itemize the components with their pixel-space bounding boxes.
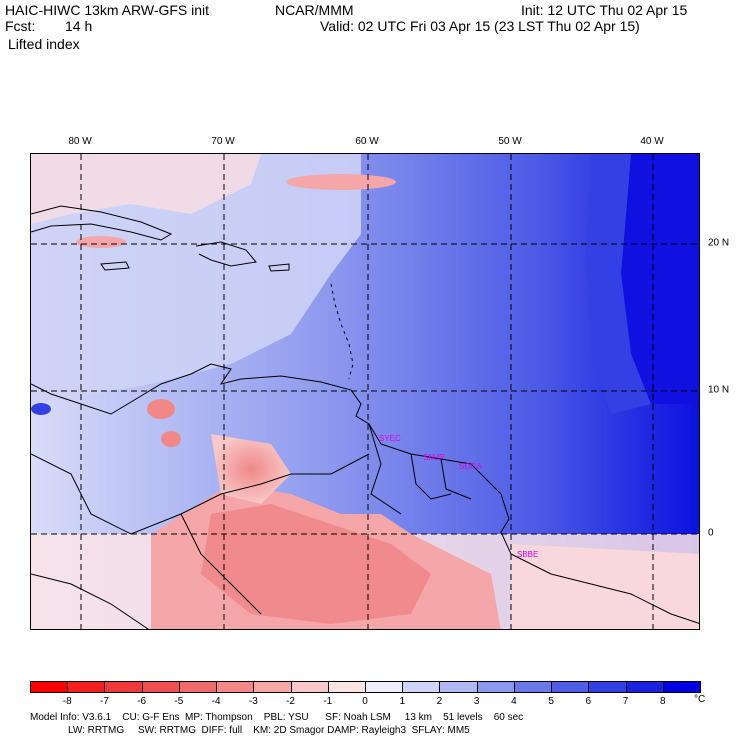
border-colombia — [180, 513, 262, 615]
colorbar-label: -7 — [99, 696, 109, 707]
coast-puerto-rico — [268, 263, 290, 272]
colorbar-cell — [513, 681, 553, 693]
colorbar-label: 0 — [362, 696, 368, 707]
field-name: Lifted index — [8, 36, 80, 52]
border-suriname — [410, 453, 452, 500]
coast-hispaniola — [195, 241, 257, 267]
colorbar-label: 4 — [511, 696, 517, 707]
border-french-guiana — [440, 458, 472, 500]
lon-label: 70 W — [211, 136, 235, 147]
colorbar-label: -6 — [137, 696, 147, 707]
colorbar-label: 5 — [548, 696, 554, 707]
field-colombia-blob — [147, 399, 175, 419]
colorbar-cell — [588, 681, 627, 693]
coast-jamaica — [100, 261, 130, 271]
coast-antilles — [330, 283, 354, 380]
colorbar-label: -3 — [248, 696, 258, 707]
colorbar-label: 7 — [622, 696, 629, 707]
colorbar-label: -1 — [323, 696, 333, 707]
colorbar-label: 3 — [473, 696, 480, 707]
colorbar-cell — [67, 681, 106, 693]
colorbar-cell — [365, 681, 404, 693]
colorbar-label: 2 — [436, 696, 443, 707]
colorbar-cell — [290, 681, 329, 693]
colorbar-label: -2 — [286, 696, 295, 707]
field-pacific-blob — [31, 403, 51, 415]
border-peru — [31, 573, 149, 629]
colorbar-unit: °C — [694, 694, 706, 705]
colorbar-label: 8 — [659, 696, 666, 707]
model-info-line2: LW: RRTMG SW: RRTMG DIFF: full KM: 2D Sm… — [68, 725, 470, 736]
station-label: SOCA — [459, 462, 482, 471]
init-time: Init: 12 UTC Thu 02 Apr 15 — [521, 2, 688, 18]
colorbar-cell — [216, 681, 255, 693]
lifted-index-map[interactable]: SYEC SMJP SOCA SBBE — [30, 153, 700, 630]
lon-label: 80 W — [68, 136, 92, 147]
field-atlantic-blob — [286, 174, 396, 190]
field-southeast — [511, 544, 699, 629]
colorbar-cell — [253, 681, 292, 693]
colorbar-cell — [662, 681, 701, 693]
field-colombia-blob — [161, 431, 181, 447]
lat-label: 20 N — [708, 237, 730, 249]
colorbar-cell — [476, 681, 515, 693]
model-info-line1: Model Info: V3.6.1 CU: G-F Ens MP: Thomp… — [30, 712, 524, 723]
colorbar-cell — [141, 681, 180, 693]
field-amazon-core — [201, 504, 431, 624]
station-label: SBBE — [517, 550, 538, 559]
colorbar-cell — [625, 681, 664, 693]
org-label: NCAR/MMM — [275, 2, 354, 18]
map-canvas: SYEC SMJP SOCA SBBE — [31, 154, 699, 629]
field-stable-band — [586, 154, 651, 414]
coastlines — [31, 205, 699, 629]
border-interior — [31, 453, 370, 535]
model-title: HAIC-HIWC 13km ARW-GFS init — [5, 2, 210, 18]
colorbar-cell — [439, 681, 478, 693]
colorbar-cell — [178, 681, 218, 693]
grid-lines — [31, 154, 699, 629]
colorbar-cell — [104, 681, 143, 693]
valid-time: Valid: 02 UTC Fri 03 Apr 15 (23 LST Thu … — [320, 18, 640, 34]
fcst-label: Fcst: — [5, 18, 36, 34]
station-label: SMJP — [423, 453, 444, 462]
coast-cuba — [31, 205, 173, 241]
colorbar-cell — [402, 681, 441, 693]
colorbar-label: 1 — [399, 696, 405, 707]
lat-label: 10 N — [708, 384, 730, 396]
colorbar-cell — [30, 681, 69, 693]
colorbar-label: -4 — [211, 696, 221, 707]
field-strong-stable — [621, 154, 699, 404]
colorbar-label: -5 — [174, 696, 184, 707]
field-northwest — [31, 154, 361, 404]
field-hispaniola-blob — [76, 236, 126, 248]
border-guyana — [368, 423, 402, 515]
field-north-pink — [31, 154, 261, 224]
lon-label: 60 W — [355, 136, 379, 147]
lon-label: 40 W — [640, 136, 664, 147]
colorbar-label: -8 — [62, 696, 72, 707]
field-venezuela-unstable — [211, 434, 291, 504]
coast-south-america — [31, 363, 699, 624]
fcst-value: 14 h — [65, 18, 93, 34]
colorbar-cell — [551, 681, 590, 693]
colorbar-cell — [327, 681, 366, 693]
lat-label: 0 — [708, 527, 714, 539]
colorbar-label: 6 — [585, 696, 592, 707]
station-label: SYEC — [379, 434, 401, 443]
lon-label: 50 W — [498, 136, 522, 147]
